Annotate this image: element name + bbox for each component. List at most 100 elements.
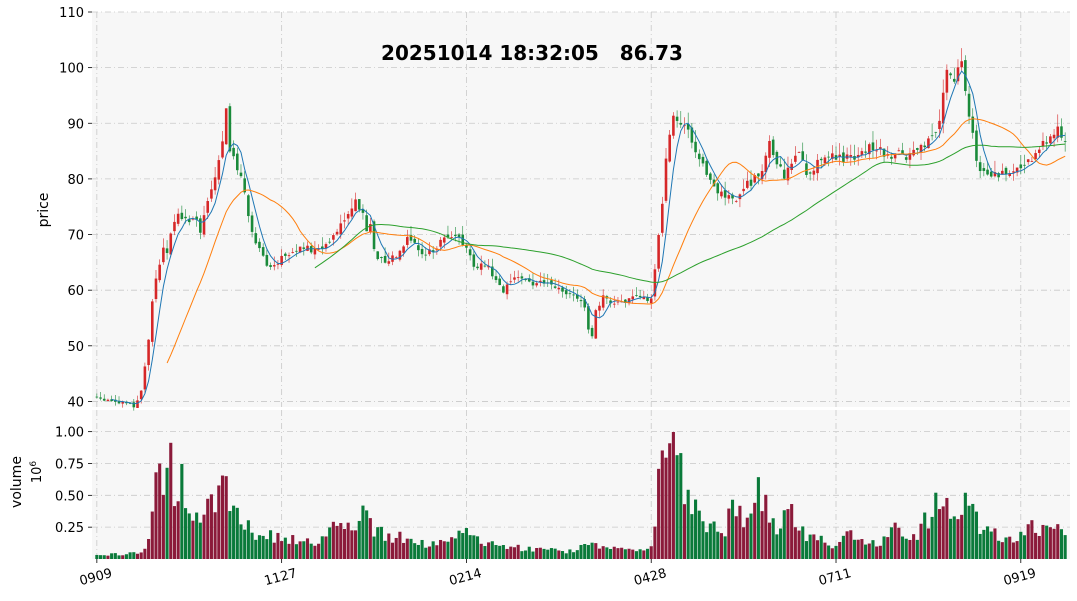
candle-body [757, 173, 760, 177]
volume-bar [509, 546, 513, 559]
candle-body [265, 254, 269, 266]
volume-bar [660, 450, 664, 559]
volume-bar [830, 548, 834, 559]
volume-bar [250, 532, 254, 559]
candle-body [672, 115, 675, 136]
volume-bar [346, 522, 350, 559]
candle-body [446, 234, 450, 238]
candle-body [221, 141, 224, 158]
candle-body [461, 234, 465, 245]
candle-body [978, 162, 982, 172]
volume-bar [124, 554, 128, 559]
volume-bar [121, 555, 125, 559]
volume-bar [712, 521, 716, 559]
volume-bar [960, 514, 964, 559]
volume-bar [808, 534, 812, 559]
volume-bar [790, 504, 794, 559]
candle-body [657, 234, 660, 269]
candle-body [195, 216, 198, 220]
volume-bar [198, 522, 202, 559]
volume-bar [483, 546, 487, 559]
volume-bar [276, 532, 280, 559]
volume-bar [379, 526, 383, 559]
volume-bar [328, 527, 332, 559]
candle-body [313, 248, 317, 255]
candle-body [210, 189, 213, 199]
candle-body [856, 154, 860, 158]
volume-bar [841, 535, 845, 559]
ma-long-line [314, 143, 1066, 283]
candle-body [143, 366, 147, 390]
volume-bar [376, 527, 380, 559]
volume-bar [760, 511, 764, 559]
volume-bar [453, 538, 457, 559]
volume-bar [172, 506, 177, 559]
volume-bar [457, 530, 461, 559]
volume-bar [472, 535, 476, 559]
volume-bar [368, 518, 372, 559]
volume-bar [945, 497, 949, 559]
volume-bar [579, 544, 583, 559]
candle-body [742, 188, 745, 192]
candle-body [184, 216, 187, 219]
volume-bar [705, 532, 709, 559]
volume-bar [730, 499, 735, 559]
candle-body [202, 215, 206, 235]
volume-bar [1004, 537, 1008, 559]
candle-body [117, 400, 121, 404]
volume-bar [572, 552, 576, 559]
candle-body [180, 212, 184, 220]
candle-body [247, 195, 250, 217]
candle-body [849, 155, 853, 157]
volume-bar [823, 542, 827, 559]
volume-bar [878, 545, 882, 559]
candle-body [1023, 164, 1026, 166]
volume-bar [838, 541, 842, 559]
volume-bar [886, 537, 890, 559]
volume-bar [1022, 535, 1027, 559]
volume-bar [206, 498, 210, 559]
volume-bar [468, 535, 472, 559]
volume-bar [95, 554, 99, 559]
volume-bar [350, 530, 354, 559]
candle-body [786, 167, 790, 181]
candle-body [498, 278, 501, 286]
volume-bar [361, 505, 365, 559]
volume-bar [228, 511, 232, 559]
volume-bar [897, 527, 901, 559]
volume-bar [106, 555, 110, 559]
volume-bar [686, 489, 690, 559]
candle-body [139, 390, 143, 400]
volume-bar [110, 553, 114, 559]
candle-body [527, 278, 531, 282]
candle-body [564, 290, 568, 295]
candle-body [261, 247, 265, 256]
volume-bar [246, 520, 250, 559]
volume-bar [856, 539, 860, 559]
volume-bar [490, 541, 494, 559]
candle-body [819, 158, 823, 161]
candle-body [956, 67, 960, 82]
volume-bar [520, 551, 524, 559]
candle-body [561, 287, 564, 292]
price-panel-background [92, 12, 1070, 407]
candle-body [165, 248, 169, 254]
candle-body [176, 213, 180, 224]
volume-bar [749, 513, 753, 559]
candle-body [284, 253, 287, 256]
candle-body [357, 199, 361, 210]
price-tick-label: 110 [59, 6, 84, 21]
volume-bar [209, 494, 213, 559]
candle-body [1012, 171, 1015, 173]
volume-bar [1037, 535, 1041, 559]
volume-bar [912, 534, 916, 559]
volume-bar [993, 528, 997, 559]
candle-body [616, 301, 620, 303]
volume-bar [779, 528, 783, 559]
candle-body [409, 234, 413, 241]
candle-body [483, 265, 487, 267]
candle-body [102, 398, 106, 401]
volume-bar [645, 548, 650, 559]
price-tick-label: 90 [67, 117, 84, 132]
volume-bar [875, 546, 879, 559]
